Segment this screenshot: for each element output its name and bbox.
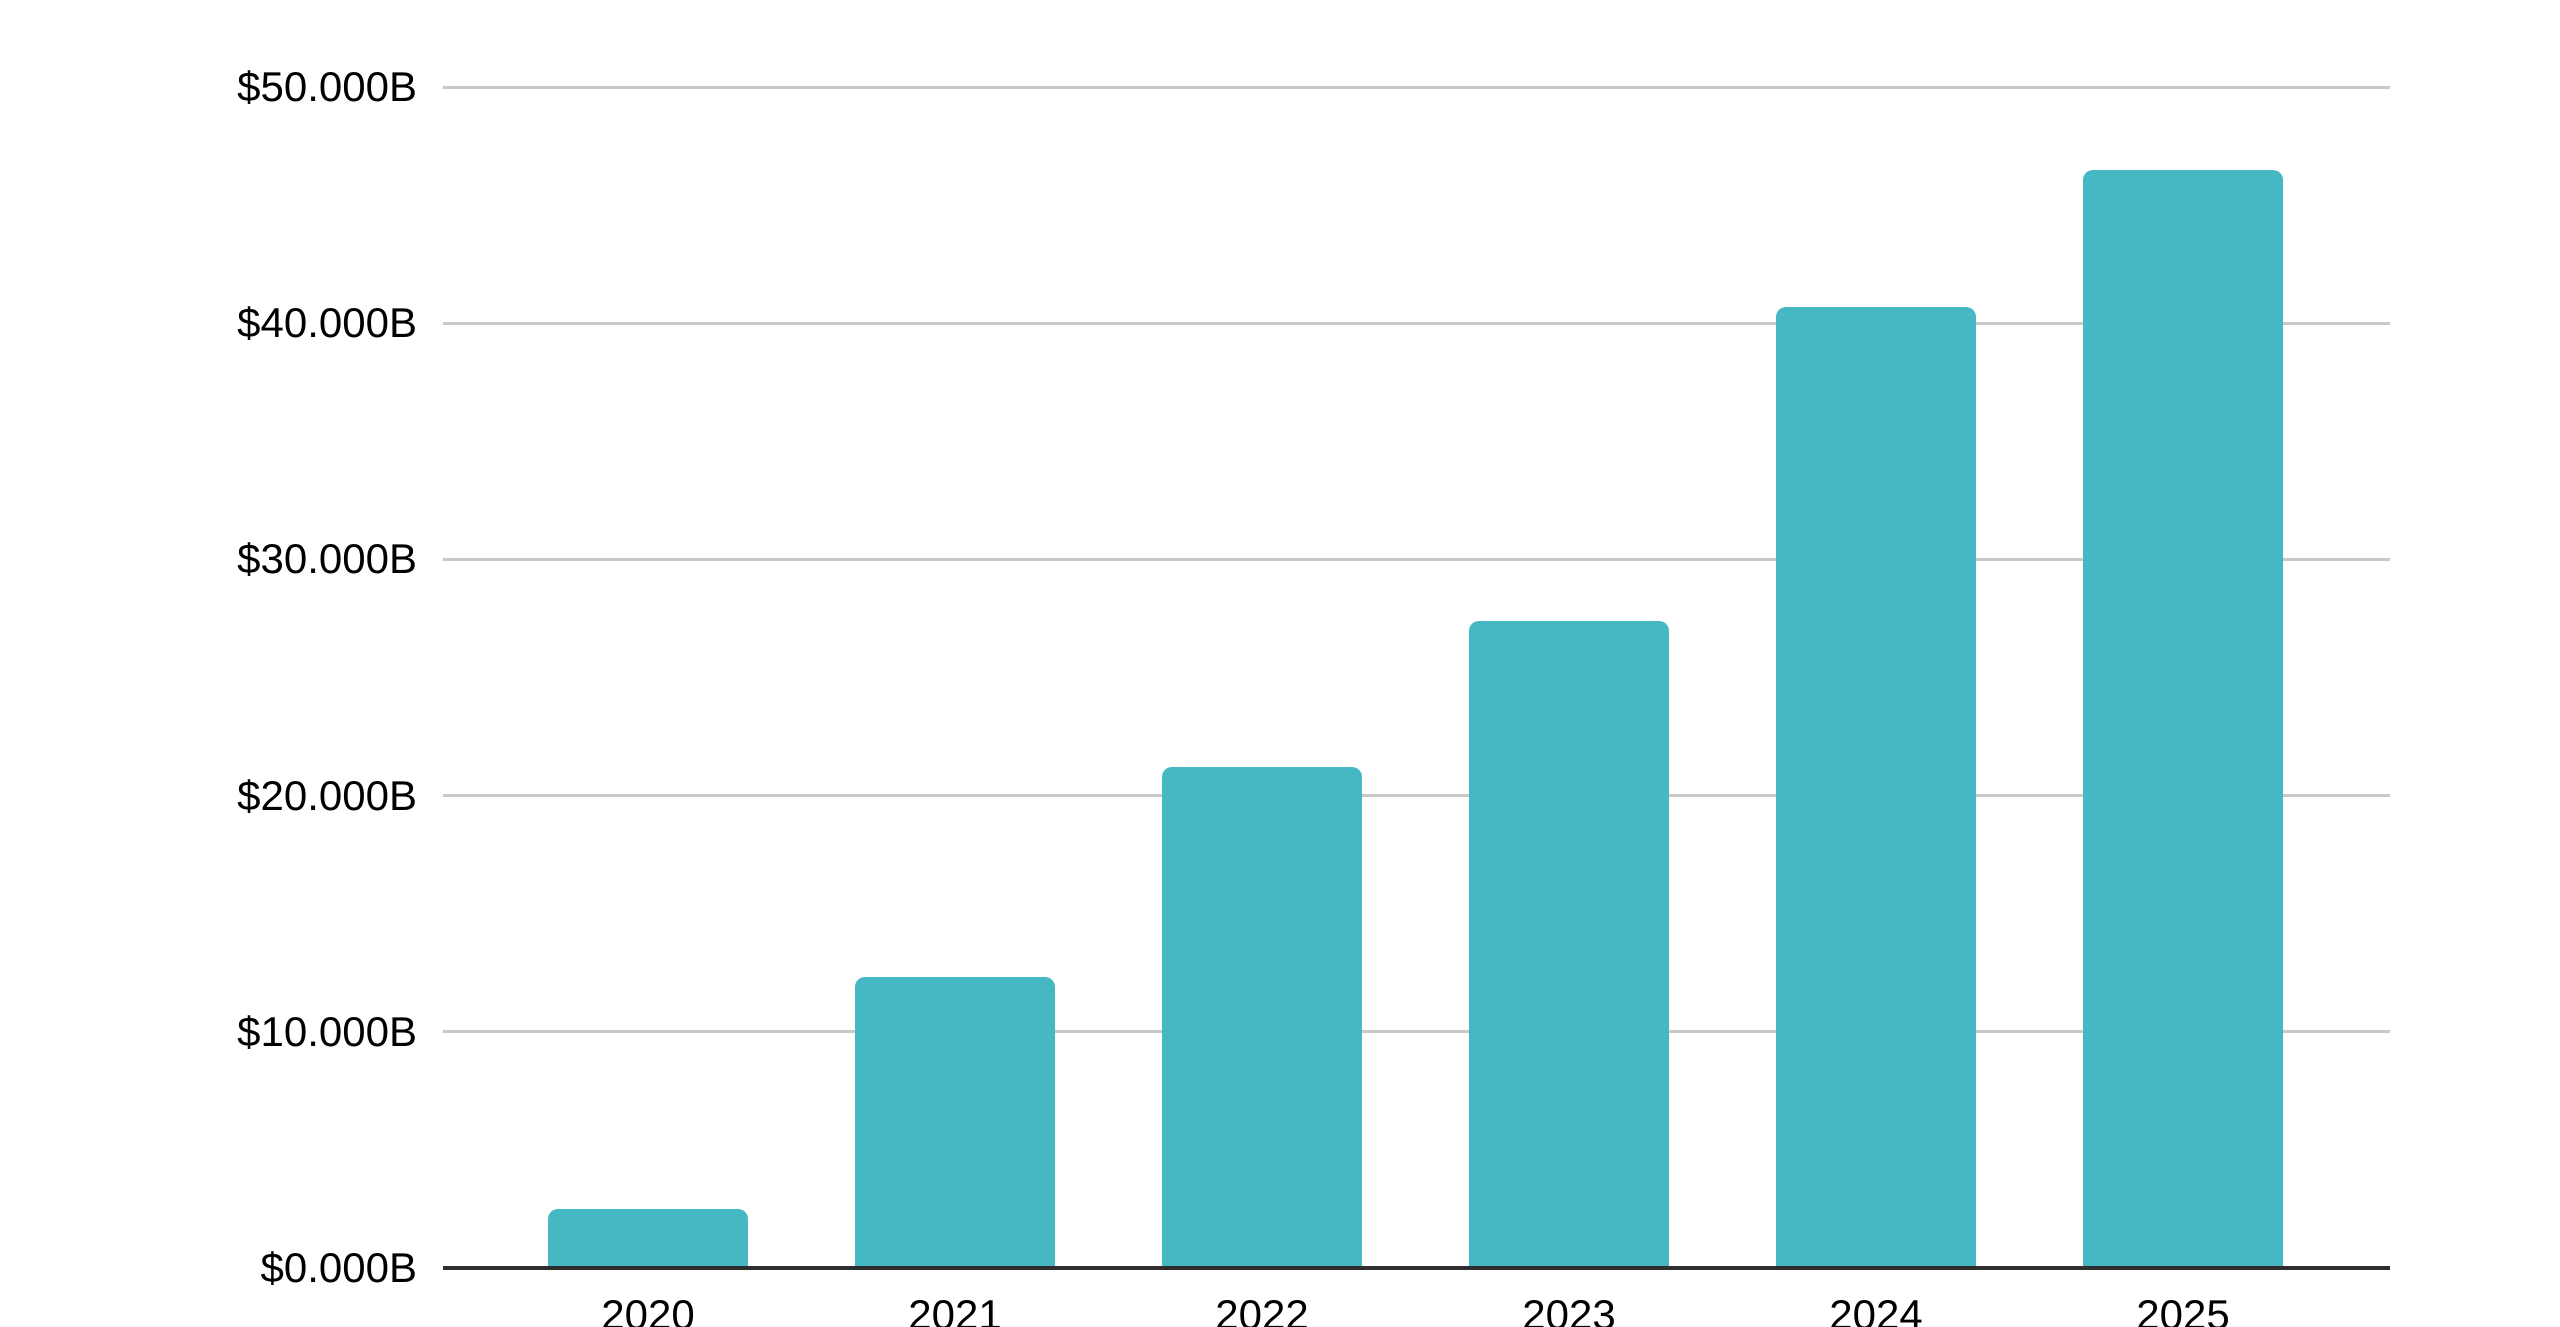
x-axis-category-label: 2023: [1522, 1291, 1616, 1327]
gridline: [443, 85, 2390, 89]
y-axis-tick-label: $30.000B: [237, 535, 417, 583]
gridline: [443, 557, 2390, 561]
bar-2023: [1469, 620, 1669, 1268]
y-axis-tick-label: $10.000B: [237, 1007, 417, 1055]
gridline: [443, 321, 2390, 325]
bar-2020: [548, 1208, 748, 1268]
x-axis-category-label: 2024: [1829, 1291, 1923, 1327]
bar-2021: [855, 977, 1055, 1268]
bar-2024: [1776, 306, 1976, 1268]
gridline: [443, 794, 2390, 798]
x-axis-category-label: 2022: [1215, 1291, 1309, 1327]
x-axis-category-label: 2021: [908, 1291, 1002, 1327]
gridline: [443, 1030, 2390, 1034]
y-axis-tick-label: $20.000B: [237, 771, 417, 819]
bar-2022: [1162, 767, 1362, 1268]
x-axis-line: [443, 1266, 2390, 1270]
x-axis-category-label: 2020: [601, 1291, 695, 1327]
y-axis-tick-label: $50.000B: [237, 63, 417, 110]
y-axis-tick-label: $0.000B: [260, 1244, 417, 1291]
bar-2025: [2083, 169, 2283, 1268]
y-axis-tick-label: $40.000B: [237, 299, 417, 347]
x-axis-category-label: 2025: [2136, 1291, 2230, 1327]
